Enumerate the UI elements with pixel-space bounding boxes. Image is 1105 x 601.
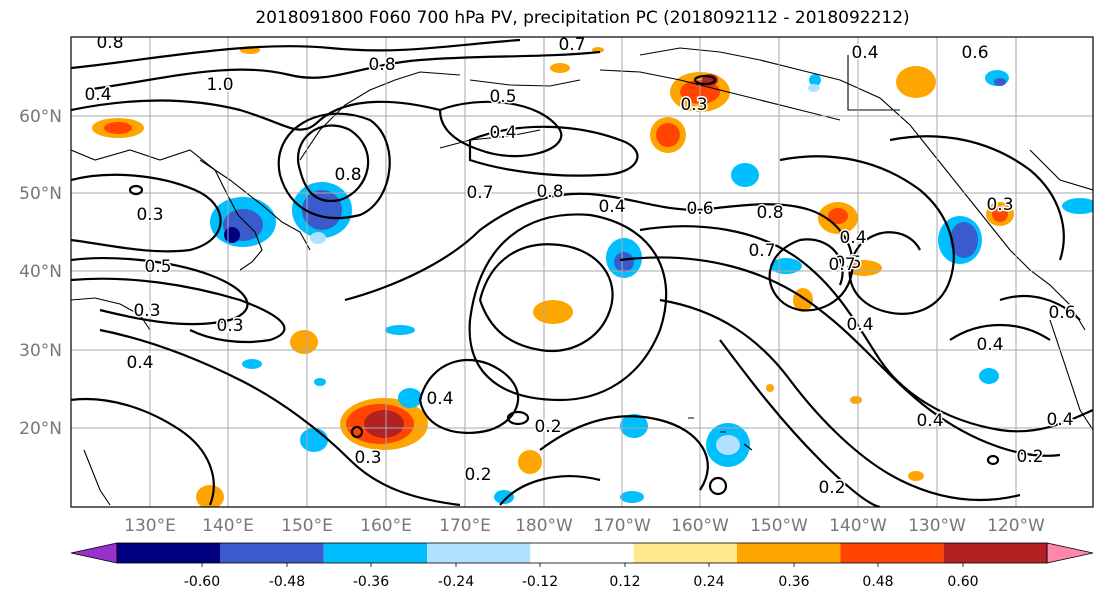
contour-label: 0.8 <box>536 182 563 202</box>
longitude-label: 140°W <box>829 516 887 536</box>
map-title: 2018091800 F060 700 hPa PV, precipitatio… <box>255 8 910 28</box>
colorbar-tick-label: -0.48 <box>269 574 305 590</box>
latitude-label: 30°N <box>19 341 62 361</box>
contour-label: 0.4 <box>839 228 866 248</box>
map-area: 0.81.00.70.80.50.40.30.40.50.80.7 0.80.4 0… <box>71 33 1093 507</box>
colorbar-tick-label: -0.60 <box>184 574 220 590</box>
contour-label: 0.3 <box>986 195 1013 215</box>
colorbar-segment <box>737 543 841 563</box>
contour-label: 0.7 <box>828 255 855 275</box>
contour-label: 1.0 <box>206 75 233 95</box>
longitude-label: 140°E <box>202 516 254 536</box>
colorbar-tick-labels: -0.60 -0.48 -0.36 -0.24 -0.12 0.12 0.24 0.36 0.4… <box>184 563 979 590</box>
contour-label: 0.4 <box>126 353 153 373</box>
contour-label: 0.4 <box>916 411 943 431</box>
longitude-label: 150°W <box>750 516 808 536</box>
contour-label: 0.4 <box>851 43 878 63</box>
latitude-label: 40°N <box>19 262 62 282</box>
contour-label: 0.2 <box>818 478 845 498</box>
contour-label: 0.4 <box>489 123 516 143</box>
colorbar-extension-low <box>70 542 118 564</box>
longitude-labels: 130°E 140°E 150°E 160°E 170°E 180°W 170°W 160°W… <box>124 516 1045 536</box>
colorbar-segment <box>633 543 737 563</box>
colorbar-segment <box>117 543 221 563</box>
colorbar-tick-label: 0.12 <box>609 574 640 590</box>
latitude-label: 20°N <box>19 419 62 439</box>
colorbar-segment <box>943 543 1047 563</box>
contour-label: 0.8 <box>756 203 783 223</box>
longitude-label: 170°W <box>593 516 651 536</box>
colorbar-tick-label: 0.48 <box>862 574 893 590</box>
contour-label: 0.2 <box>534 417 561 437</box>
contour-label: 0.7 <box>466 183 493 203</box>
colorbar-tick-label: -0.24 <box>438 574 474 590</box>
contour-label: 0.6 <box>686 199 713 219</box>
contour-label: 0.5 <box>489 87 516 107</box>
longitude-label: 160°E <box>360 516 412 536</box>
contour-label: 0.4 <box>598 197 625 217</box>
longitude-label: 130°E <box>124 516 176 536</box>
contour-label: 0.3 <box>216 316 243 336</box>
longitude-label: 170°E <box>439 516 491 536</box>
precipitation-shading <box>92 46 1093 507</box>
longitude-label: 150°E <box>281 516 333 536</box>
colorbar-segment <box>220 543 324 563</box>
colorbar-tick-label: 0.60 <box>947 574 978 590</box>
contour-label: 0.4 <box>846 315 873 335</box>
coastlines <box>71 47 1093 506</box>
contour-label: 0.3 <box>680 95 707 115</box>
contour-label: 0.4 <box>1046 410 1073 430</box>
colorbar-tick-label: 0.24 <box>693 574 724 590</box>
colorbar-extension-high <box>1046 542 1094 564</box>
longitude-label: 160°W <box>671 516 729 536</box>
latitude-labels: 60°N 50°N 40°N 30°N 20°N <box>19 107 62 439</box>
colorbar-tick-label: -0.36 <box>353 574 389 590</box>
map-frame <box>70 36 1094 508</box>
latitude-label: 50°N <box>19 184 62 204</box>
contour-label: 0.3 <box>136 205 163 225</box>
contour-label: 0.7 <box>558 35 585 55</box>
contour-label: 0.5 <box>144 257 171 277</box>
contour-label: 0.5 <box>834 253 861 273</box>
contour-label: 0.7 <box>748 241 775 261</box>
colorbar-tick-label: 0.36 <box>778 574 809 590</box>
colorbar-segment <box>530 543 634 563</box>
contour-label: 0.8 <box>96 33 123 53</box>
contour-label: 0.2 <box>464 465 491 485</box>
contour-label: 0.8 <box>368 55 395 75</box>
contour-label: 0.2 <box>1016 447 1043 467</box>
colorbar-segment <box>427 543 531 563</box>
longitude-label: 180°W <box>515 516 573 536</box>
contour-label: 0.4 <box>976 335 1003 355</box>
contour-label: 0.8 <box>334 165 361 185</box>
contour-label: 0.3 <box>133 301 160 321</box>
pv-contours <box>71 38 1093 507</box>
contour-label: 0.6 <box>1048 303 1075 323</box>
contour-label: 0.3 <box>354 448 381 468</box>
contour-label: 0.4 <box>84 85 111 105</box>
colorbar-tick-label: -0.12 <box>522 574 558 590</box>
contour-label: 0.4 <box>426 389 453 409</box>
colorbar-segment <box>323 543 427 563</box>
latitude-label: 60°N <box>19 107 62 127</box>
colorbar-segment <box>840 543 944 563</box>
longitude-label: 120°W <box>987 516 1045 536</box>
contour-labels: 0.81.00.70.80.50.40.30.40.50.80.7 0.80.4 0… <box>83 33 1077 500</box>
longitude-label: 130°W <box>908 516 966 536</box>
colorbar <box>70 542 1094 564</box>
contour-label: 0.6 <box>961 43 988 63</box>
